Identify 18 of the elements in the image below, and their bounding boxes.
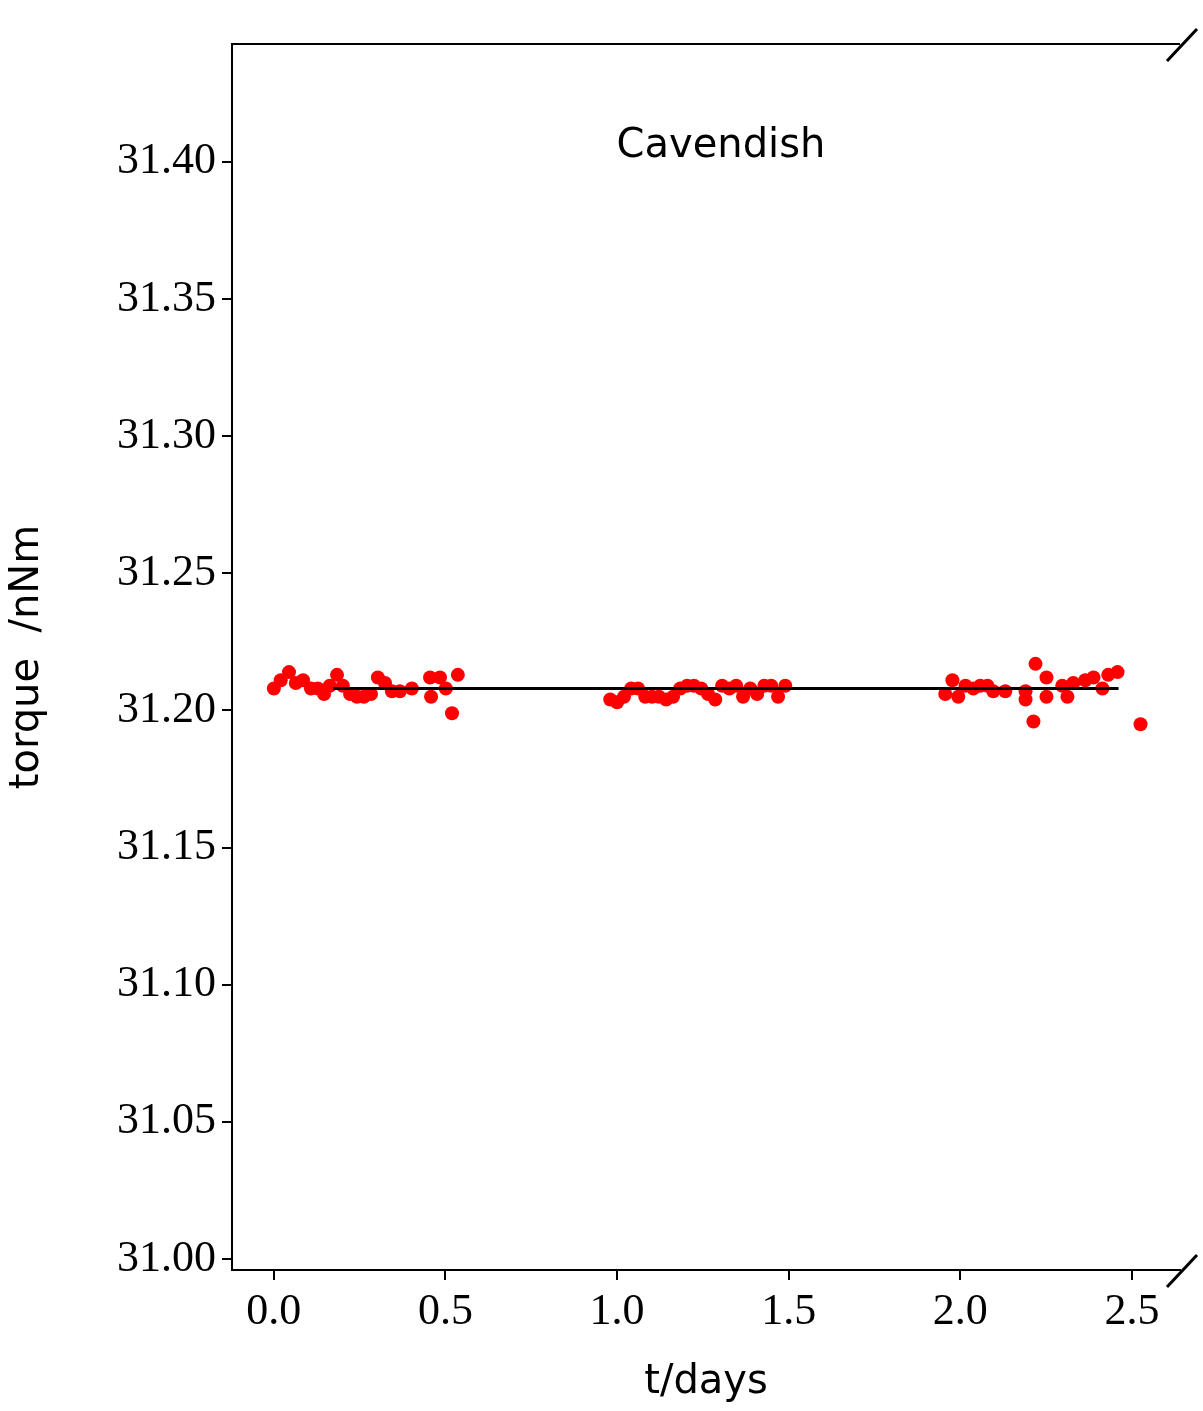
y-axis-title: torque /nNm xyxy=(1,524,48,790)
y-tick-label: 31.15 xyxy=(117,820,216,870)
y-tick-label: 31.10 xyxy=(117,957,216,1007)
x-tick-label: 0.0 xyxy=(246,1284,302,1334)
x-tick-label: 2.5 xyxy=(1104,1284,1160,1334)
y-tick-label: 31.05 xyxy=(117,1094,216,1144)
x-axis-title: t/days xyxy=(644,1356,768,1403)
annotation: Cavendish xyxy=(616,120,826,167)
x-tick-label: 1.5 xyxy=(761,1284,817,1334)
y-tick-label: 31.35 xyxy=(117,271,216,321)
y-tick-label: 31.00 xyxy=(117,1231,216,1281)
y-tick-label: 31.30 xyxy=(117,408,216,458)
x-tick-label: 2.0 xyxy=(932,1284,988,1334)
y-tick-label: 31.20 xyxy=(117,683,216,733)
y-tick-label: 31.40 xyxy=(117,134,216,184)
x-tick-label: 1.0 xyxy=(589,1284,645,1334)
y-tick-label: 31.25 xyxy=(117,545,216,595)
x-tick-label: 0.5 xyxy=(417,1284,473,1334)
